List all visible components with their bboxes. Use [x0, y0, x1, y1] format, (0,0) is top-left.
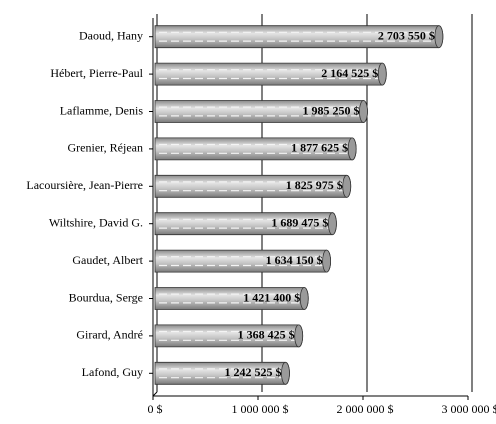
x-tick-label: 2 000 000 $: [337, 402, 394, 416]
value-label: 1 825 975 $: [286, 178, 343, 192]
value-label: 1 689 475 $: [271, 215, 328, 229]
y-tick-label: Girard, André: [76, 328, 143, 342]
value-label: 2 703 550 $: [378, 28, 435, 42]
value-label: 1 877 625 $: [291, 141, 348, 155]
y-tick-label: Gaudet, Albert: [72, 253, 143, 267]
bar-cap: [359, 100, 368, 123]
bar-cap: [281, 361, 290, 385]
x-tick-label: 3 000 000 $: [442, 402, 496, 416]
bar-cap: [342, 174, 352, 198]
bar-cap: [299, 287, 309, 310]
value-label: 1 242 525 $: [224, 365, 281, 379]
y-tick-label: Laflamme, Denis: [60, 103, 144, 117]
bar-cap: [377, 62, 387, 86]
bar-cap: [347, 137, 357, 161]
value-label: 1 985 250 $: [302, 103, 359, 117]
x-tick-label: 1 000 000 $: [232, 402, 289, 416]
x-tick-label: 0 $: [148, 402, 163, 416]
value-label: 1 421 400 $: [243, 290, 300, 304]
bar-cap: [327, 212, 337, 236]
y-tick-label: Lafond, Guy: [82, 365, 143, 379]
y-tick-label: Grenier, Réjean: [68, 141, 143, 155]
y-tick-label: Lacoursière, Jean-Pierre: [26, 178, 143, 192]
value-label: 2 164 525 $: [321, 66, 378, 80]
value-label: 1 634 150 $: [266, 253, 323, 267]
y-tick-label: Daoud, Hany: [79, 28, 143, 42]
bar-cap: [294, 324, 304, 348]
y-tick-label: Bourdua, Serge: [69, 290, 143, 304]
axis-corner: [152, 391, 158, 397]
y-tick-label: Wiltshire, David G.: [49, 215, 143, 229]
bar-cap: [322, 249, 331, 273]
bar-cap: [434, 25, 444, 49]
value-label: 1 368 425 $: [238, 328, 295, 342]
y-tick-label: Hébert, Pierre-Paul: [50, 66, 143, 80]
